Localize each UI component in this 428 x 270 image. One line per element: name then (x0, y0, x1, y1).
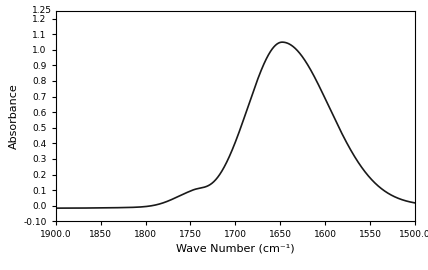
X-axis label: Wave Number (cm⁻¹): Wave Number (cm⁻¹) (176, 244, 295, 254)
Y-axis label: Absorbance: Absorbance (9, 83, 19, 149)
Text: 1.25: 1.25 (32, 6, 51, 15)
